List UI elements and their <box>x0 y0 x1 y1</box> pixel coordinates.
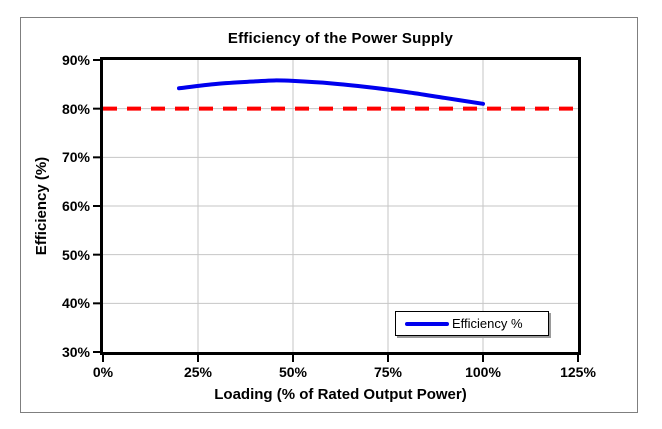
x-tick-label: 50% <box>278 364 308 380</box>
legend: Efficiency % <box>395 311 549 336</box>
y-tick-label: 40% <box>61 295 90 312</box>
x-tick-label: 25% <box>183 364 213 380</box>
x-tick-label: 125% <box>560 364 596 380</box>
x-axis-title: Loading (% of Rated Output Power) <box>214 386 467 403</box>
legend-label: Efficiency % <box>452 316 523 331</box>
x-tick-label: 75% <box>373 364 403 380</box>
legend-line-swatch <box>405 321 449 326</box>
y-tick-label: 60% <box>61 198 90 214</box>
x-tick-label: 0% <box>92 364 114 380</box>
y-tick-label: 50% <box>61 246 90 263</box>
y-tick-label: 80% <box>61 100 90 117</box>
x-tick-label: 100% <box>465 364 501 380</box>
series-line <box>177 78 485 106</box>
chart-title: Efficiency of the Power Supply <box>227 30 454 47</box>
y-tick-label: 30% <box>61 344 90 360</box>
y-tick-label: 70% <box>61 149 90 166</box>
y-tick-label: 90% <box>61 52 90 68</box>
